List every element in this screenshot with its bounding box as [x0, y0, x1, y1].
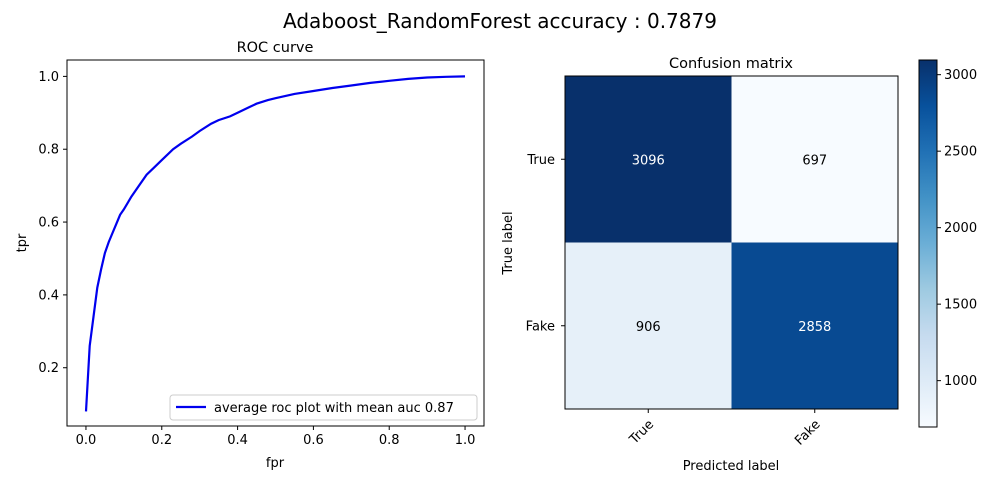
confusion-matrix-chart: Confusion matrix 3096 697 906 2858 True Fake… [501, 56, 899, 474]
cm-cell-label: 697 [802, 153, 827, 168]
roc-xtick-label: 0.8 [379, 433, 400, 448]
cm-ytick-label: Fake [526, 319, 555, 334]
cm-cell [565, 76, 732, 243]
roc-xtick-label: 0.0 [76, 433, 97, 448]
roc-xtick-label: 1.0 [455, 433, 476, 448]
cm-cell-label: 3096 [632, 153, 665, 168]
roc-ytick-label: 1.0 [38, 70, 59, 85]
roc-xtick-label: 0.4 [227, 433, 248, 448]
roc-xtick-label: 0.6 [303, 433, 324, 448]
colorbar-tick-label: 2000 [944, 221, 977, 236]
cm-frame [564, 75, 899, 410]
colorbar-tick-label: 3000 [944, 68, 977, 83]
roc-ytick-label: 0.6 [38, 216, 59, 231]
roc-ytick-label: 0.2 [38, 361, 59, 376]
colorbar: 1000 1500 2000 2500 3000 [918, 59, 977, 428]
cm-title: Confusion matrix [669, 56, 793, 72]
cm-cell [565, 242, 732, 409]
cm-cell [731, 242, 898, 409]
cm-cell-label: 2858 [798, 320, 831, 335]
cm-xtick-label: Fake [792, 417, 823, 448]
cm-cell [731, 76, 898, 243]
roc-plot-frame [66, 59, 485, 427]
cm-xtick-label: True [626, 417, 657, 448]
cm-cell-label: 906 [636, 320, 661, 335]
cm-ytick-label: True [526, 153, 555, 168]
roc-series-line [84, 75, 466, 412]
roc-chart: ROC curve 0.0 0.2 0.4 0.6 0.8 1.0 0.2 0.4 0.6 0.8… [15, 40, 485, 471]
figure-title: Adaboost_RandomForest accuracy : 0.7879 [283, 9, 717, 33]
cm-ylabel: True label [501, 211, 516, 275]
roc-ylabel: tpr [15, 233, 30, 252]
colorbar-gradient [918, 59, 938, 428]
cm-xlabel: Predicted label [683, 459, 780, 474]
roc-xtick-label: 0.2 [151, 433, 172, 448]
roc-ytick-label: 0.8 [38, 143, 59, 158]
roc-xlabel: fpr [266, 456, 285, 471]
colorbar-tick-label: 2500 [944, 145, 977, 160]
roc-ytick-label: 0.4 [38, 288, 59, 303]
colorbar-tick-label: 1500 [944, 298, 977, 313]
roc-legend: average roc plot with mean auc 0.87 [169, 394, 478, 421]
roc-title: ROC curve [237, 40, 314, 56]
colorbar-tick-label: 1000 [944, 374, 977, 389]
legend-box [169, 394, 478, 421]
legend-label: average roc plot with mean auc 0.87 [214, 401, 454, 416]
